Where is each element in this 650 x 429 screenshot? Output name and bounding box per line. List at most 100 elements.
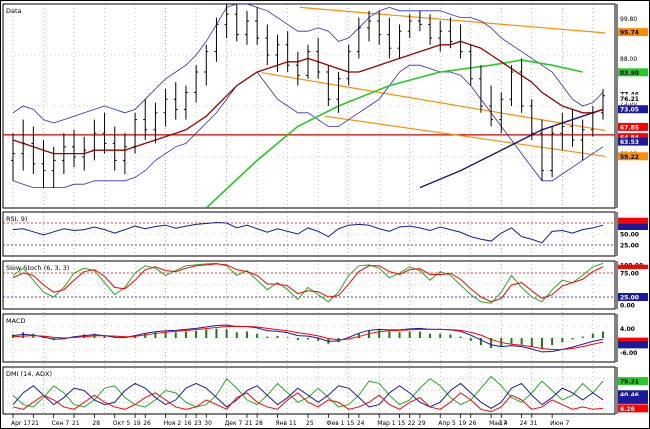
ohlc-bar	[377, 10, 382, 45]
svg-text:73.05: 73.05	[620, 107, 639, 114]
indicator-series	[12, 263, 604, 303]
ohlc-bar	[295, 51, 300, 86]
svg-text:63.53: 63.53	[620, 139, 639, 146]
svg-text:95.74: 95.74	[620, 30, 639, 37]
svg-text:4.00: 4.00	[620, 326, 635, 333]
indicator-series	[12, 375, 604, 408]
axis-value-badge	[618, 341, 648, 350]
axis-value-badge: 73.05	[618, 105, 648, 114]
y-tick-label: 99.80	[620, 16, 637, 23]
ohlc-bar	[82, 136, 87, 171]
ohlc-bar	[448, 17, 453, 49]
y-tick-label: 75.00	[620, 100, 637, 107]
ohlc-bar	[489, 85, 494, 127]
ohlc-bar	[204, 44, 209, 86]
x-tick-label: 21	[31, 420, 39, 427]
x-tick-label: 26	[469, 420, 477, 427]
x-tick-label: Июн 7	[550, 420, 569, 427]
ohlc-bar	[92, 119, 97, 161]
x-tick-label: Дек 7	[225, 420, 243, 427]
x-tick-label: 31	[530, 420, 538, 427]
axis-value-badge: 59.22	[618, 152, 648, 161]
ohlc-bar	[397, 24, 402, 59]
ohlc-bar	[570, 109, 575, 147]
axis-value-badge: 67.85	[618, 122, 648, 131]
indicator-series	[12, 324, 604, 353]
svg-text:40.46: 40.46	[620, 392, 639, 399]
ohlc-bar	[163, 89, 168, 127]
svg-text:67.85: 67.85	[620, 124, 639, 131]
indicator-series	[12, 382, 604, 409]
svg-text:76.21: 76.21	[620, 96, 639, 103]
x-tick-label: Фев 1	[326, 420, 344, 427]
indicator-series	[12, 325, 604, 351]
ohlc-bar	[244, 10, 249, 45]
ohlc-bar	[224, 4, 229, 38]
x-tick-label: 28	[255, 420, 263, 427]
bollinger-lower	[12, 64, 604, 189]
ohlc-bar	[11, 133, 15, 181]
svg-text:-6.00: -6.00	[620, 350, 637, 357]
panel-adx: DMI (14, ADX) 79.31 40.46 6.26	[2, 366, 648, 415]
moving-average-green	[205, 59, 583, 208]
axis-value-badge: 95.74	[618, 28, 648, 37]
panel-title: Data	[6, 7, 22, 15]
moving-average-navy	[419, 108, 604, 189]
ohlc-bar	[265, 24, 270, 66]
axis-value-badge: -6.00	[618, 348, 648, 357]
axis-value-badge	[618, 223, 648, 232]
ohlc-bar	[590, 106, 595, 137]
svg-text:83.90: 83.90	[620, 70, 639, 77]
ohlc-bar	[31, 126, 36, 174]
ohlc-bar	[122, 133, 127, 174]
axis-value-badge: 79.31	[618, 377, 648, 386]
ohlc-bar	[153, 102, 158, 144]
ohlc-bar	[143, 99, 148, 140]
panel-title: Slow Stoch (6, 3, 3)	[6, 264, 69, 272]
indicator-series	[12, 222, 604, 244]
ohlc-bar	[509, 65, 514, 106]
panel-plot	[12, 324, 604, 353]
ohlc-bar	[194, 65, 199, 103]
axis-value-badge: 4.00	[618, 324, 648, 333]
x-tick-label: 25	[306, 420, 314, 427]
ohlc-bar	[580, 119, 585, 161]
panel-title: RSI, 9)	[6, 215, 27, 223]
ohlc-bar	[306, 44, 310, 79]
axis-value-badge: 83.90	[618, 68, 648, 77]
channel-line	[261, 72, 606, 132]
svg-text:75.00: 75.00	[620, 271, 639, 278]
axis-value-badge: 76.21	[618, 94, 648, 103]
x-tick-label: Мар 1	[377, 420, 396, 427]
axis-value-badge: 25.00	[618, 241, 648, 250]
x-tick-label: 24	[357, 420, 365, 427]
svg-text:79.31: 79.31	[620, 379, 639, 386]
axis-value-badge: 25.00	[618, 293, 648, 302]
ohlc-bar	[275, 34, 280, 72]
ohlc-bar	[458, 24, 463, 59]
x-tick-label: Окт 5	[113, 420, 131, 427]
ohlc-bar	[529, 99, 534, 140]
ohlc-bar	[234, 4, 239, 42]
ohlc-bar	[61, 133, 66, 174]
ohlc-bar	[387, 17, 392, 59]
ohlc-bar	[72, 129, 77, 168]
axis-value-badge: 40.46	[618, 390, 648, 399]
x-tick-label: Сен 7	[52, 420, 70, 427]
ohlc-bar	[519, 58, 524, 113]
axis-value-badge: 6.26	[618, 404, 648, 413]
ohlc-bar	[102, 112, 107, 154]
axis-value-badge: 75.00	[618, 269, 648, 278]
ohlc-bar	[316, 38, 321, 79]
x-tick-label: 21	[245, 420, 253, 427]
axis-value-badge	[618, 217, 648, 226]
indicator-panels: Data99.8088.0075.0060.0095.7483.9077.467…	[2, 3, 648, 415]
x-axis: Apr 17 21 Сен 7 21 28 Окт 5 19 26 Ноя 2 16 23 30 Дек…	[11, 414, 570, 427]
ohlc-bar	[478, 65, 483, 113]
ohlc-bar	[255, 7, 260, 45]
x-tick-label: 22	[408, 420, 416, 427]
panel-plot	[12, 222, 604, 244]
x-tick-label: 15	[347, 420, 355, 427]
